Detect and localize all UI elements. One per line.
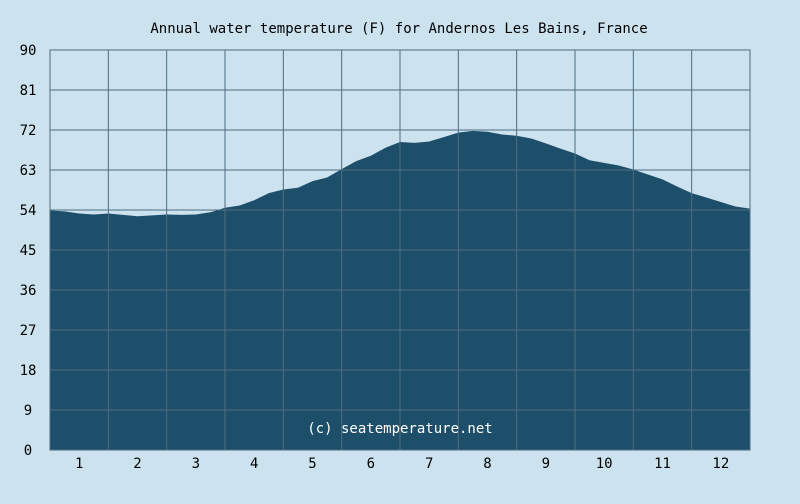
- x-tick-label: 7: [425, 456, 433, 472]
- y-tick-label: 63: [20, 163, 37, 179]
- x-tick-label: 11: [654, 456, 671, 472]
- chart-title: Annual water temperature (F) for Anderno…: [150, 21, 647, 37]
- x-tick-label: 8: [483, 456, 491, 472]
- y-tick-label: 45: [20, 243, 37, 259]
- x-tick-label: 1: [75, 456, 83, 472]
- y-tick-label: 18: [20, 363, 37, 379]
- watermark-text: (c) seatemperature.net: [307, 421, 492, 437]
- y-tick-label: 27: [20, 323, 37, 339]
- y-tick-label: 72: [20, 123, 37, 139]
- x-tick-label: 5: [308, 456, 316, 472]
- x-tick-label: 6: [367, 456, 375, 472]
- x-tick-label: 3: [192, 456, 200, 472]
- y-tick-label: 90: [20, 43, 37, 59]
- y-tick-label: 0: [24, 443, 32, 459]
- x-tick-label: 2: [133, 456, 141, 472]
- y-tick-label: 81: [20, 83, 37, 99]
- y-tick-label: 9: [24, 403, 32, 419]
- x-tick-label: 10: [596, 456, 613, 472]
- y-tick-label: 36: [20, 283, 37, 299]
- x-tick-label: 9: [542, 456, 550, 472]
- plot-frame: [49, 49, 751, 451]
- x-tick-label: 4: [250, 456, 258, 472]
- x-tick-label: 12: [712, 456, 729, 472]
- y-tick-label: 54: [20, 203, 37, 219]
